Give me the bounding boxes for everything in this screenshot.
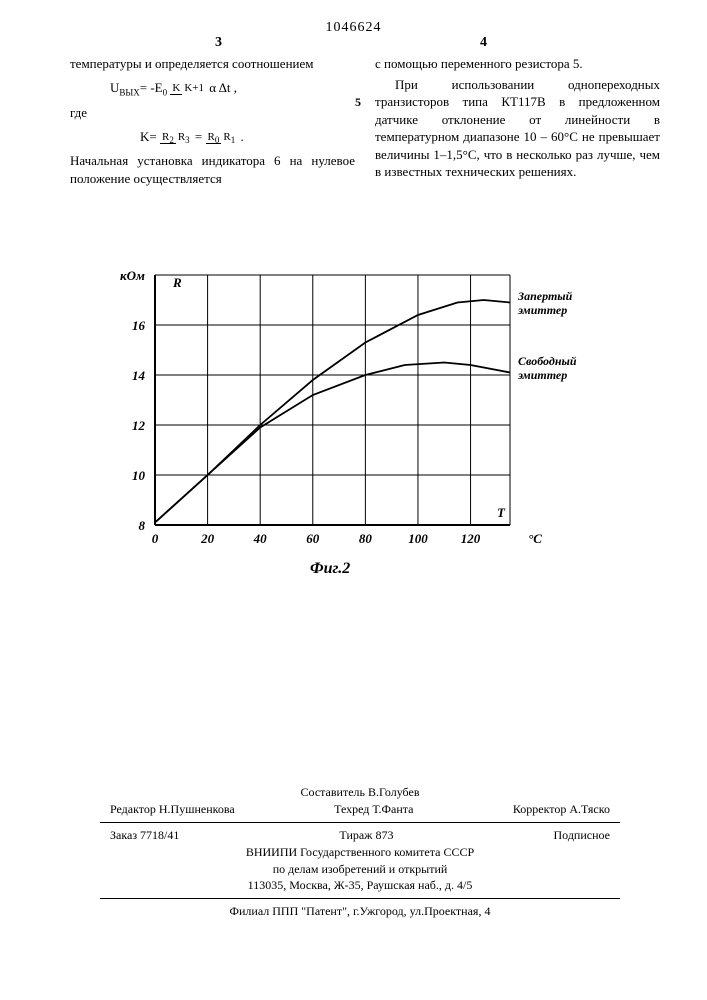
- text-where: где: [70, 104, 355, 122]
- svg-text:эмиттер: эмиттер: [517, 303, 567, 317]
- svg-text:16: 16: [132, 318, 146, 333]
- equation-1: UВЫХ= -E0 KK+1 α Δt ,: [110, 79, 355, 99]
- footer-addr: 113035, Москва, Ж-35, Раушская наб., д. …: [100, 877, 620, 894]
- footer-branch: Филиал ППП "Патент", г.Ужгород, ул.Проек…: [100, 903, 620, 920]
- document-number: 1046624: [326, 20, 382, 36]
- svg-text:40: 40: [253, 531, 268, 546]
- footer-corrector: Корректор А.Тяско: [513, 801, 610, 818]
- text-p3: Начальная установка индикатора 6 на нуле…: [70, 152, 355, 187]
- footer-editor: Редактор Н.Пушненкова: [110, 801, 235, 818]
- svg-text:R: R: [172, 275, 182, 290]
- footer-org1: ВНИИПИ Государственного комитета СССР: [100, 844, 620, 861]
- svg-text:120: 120: [461, 531, 481, 546]
- svg-text:Свободный: Свободный: [518, 354, 577, 368]
- left-column: температуры и определяется соотноше­нием…: [70, 55, 355, 190]
- footer-order: Заказ 7718/41: [110, 827, 179, 844]
- footer-signed: Подписное: [554, 827, 611, 844]
- text-r1: с помощью переменного резис­тора 5.: [375, 55, 660, 73]
- footer-tirage: Тираж 873: [339, 827, 393, 844]
- svg-text:°C: °C: [528, 531, 542, 546]
- page: 1046624 3 4 5 температуры и определяется…: [0, 0, 707, 1000]
- chart-fig2: 020406080100120810121416кОмRT°CЗапертыйэ…: [100, 260, 620, 560]
- page-number-right: 4: [480, 35, 487, 51]
- svg-text:100: 100: [408, 531, 428, 546]
- chart-svg: 020406080100120810121416кОмRT°CЗапертыйэ…: [100, 260, 620, 560]
- svg-text:20: 20: [200, 531, 215, 546]
- footer-editors-row: Редактор Н.Пушненкова Техред Т.Фанта Кор…: [100, 801, 620, 818]
- text-p1: температуры и определяется соотноше­нием: [70, 55, 355, 73]
- equation-2: K= R2R3 = R0R1 .: [140, 128, 355, 146]
- svg-text:10: 10: [132, 468, 146, 483]
- right-column: с помощью переменного резис­тора 5. При …: [375, 55, 660, 190]
- text-columns: температуры и определяется соотноше­нием…: [70, 55, 660, 190]
- svg-text:14: 14: [132, 368, 146, 383]
- svg-text:T: T: [497, 505, 506, 520]
- svg-text:80: 80: [359, 531, 373, 546]
- footer-order-row: Заказ 7718/41 Тираж 873 Подписное: [100, 827, 620, 844]
- page-number-left: 3: [215, 35, 222, 51]
- svg-text:эмиттер: эмиттер: [517, 368, 567, 382]
- svg-text:кОм: кОм: [120, 268, 145, 283]
- svg-text:12: 12: [132, 418, 146, 433]
- footer-techred: Техред Т.Фанта: [334, 801, 413, 818]
- svg-text:60: 60: [306, 531, 320, 546]
- svg-text:Запертый: Запертый: [517, 289, 573, 303]
- svg-text:0: 0: [152, 531, 159, 546]
- figure-caption: Фиг.2: [310, 560, 350, 578]
- footer-compiler: Составитель В.Голубев: [100, 784, 620, 801]
- footer-block: Составитель В.Голубев Редактор Н.Пушненк…: [100, 784, 620, 920]
- svg-text:8: 8: [139, 518, 146, 533]
- footer-org2: по делам изобретений и открытий: [100, 861, 620, 878]
- text-r2: При использовании однопереходных транзис…: [375, 76, 660, 181]
